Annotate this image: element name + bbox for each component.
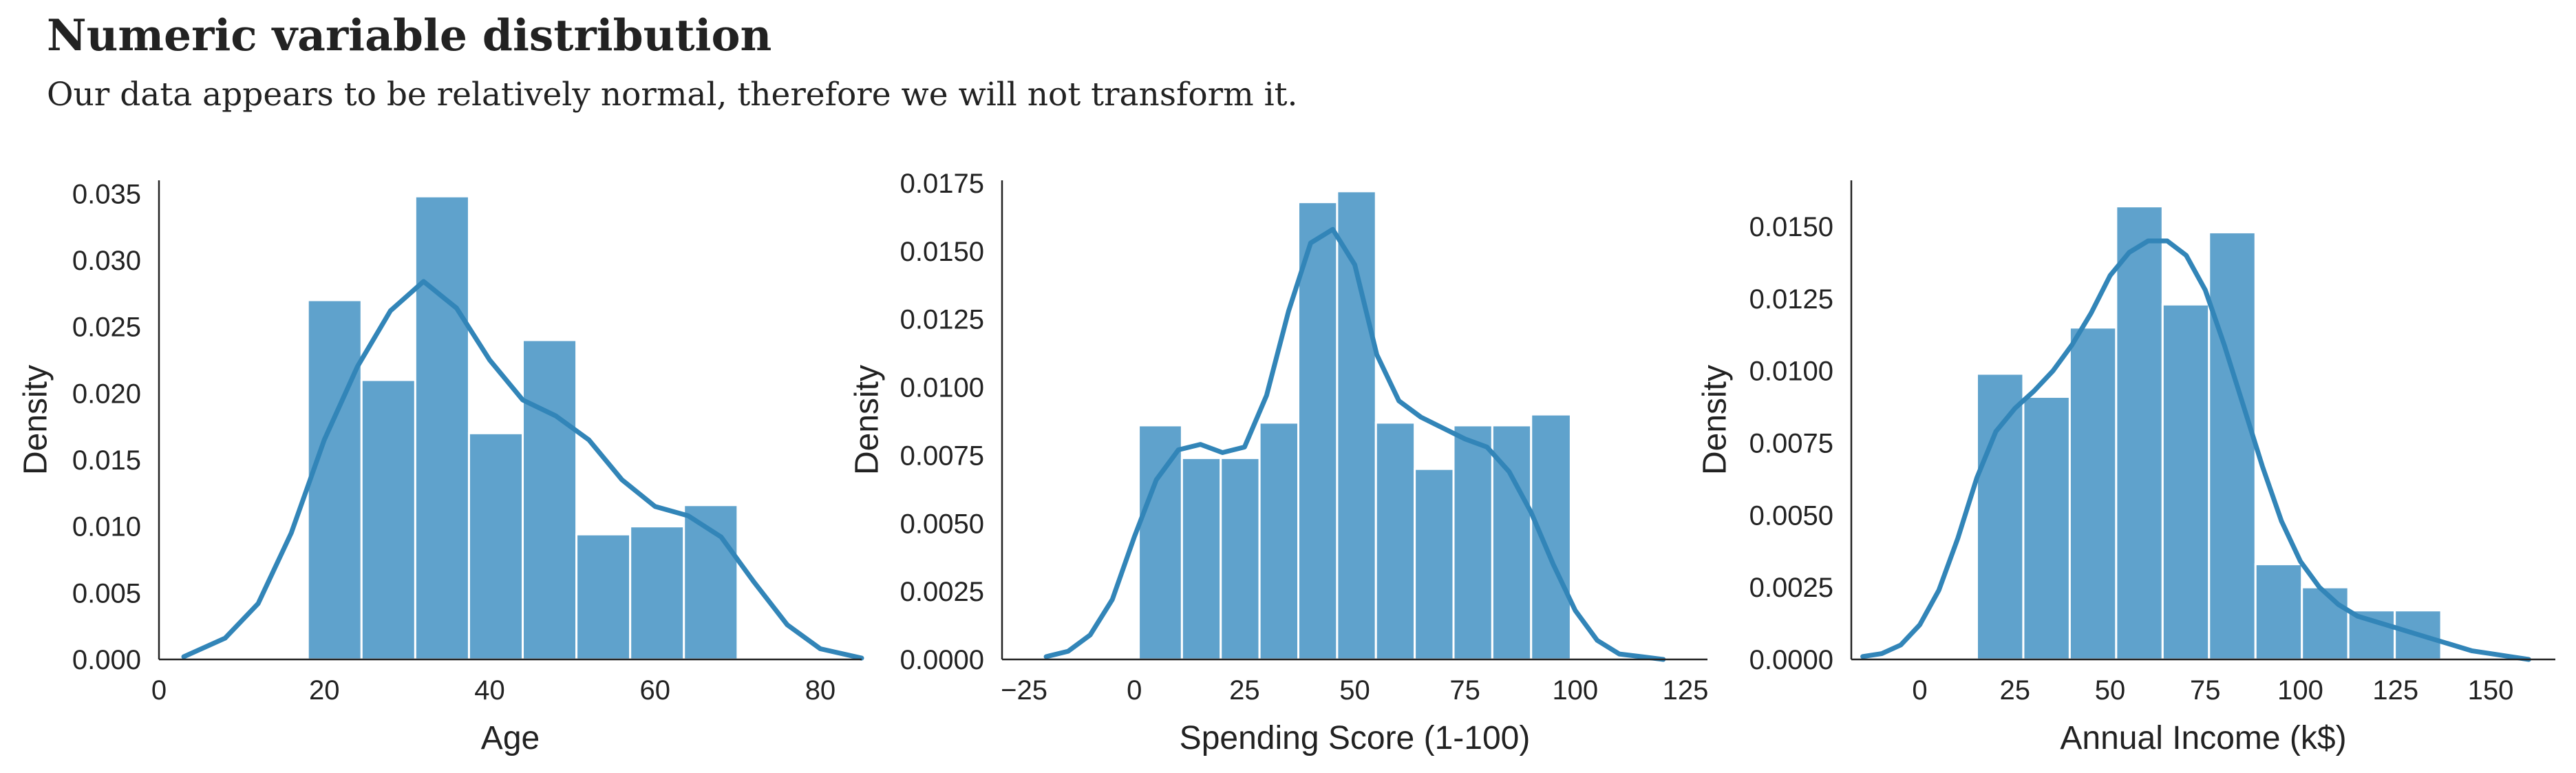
age-y-tick-label-0: 0.000: [72, 645, 141, 675]
age-y-tick-label-7: 0.035: [72, 179, 141, 209]
income-histogram-bar-0: [1975, 372, 2025, 661]
spending-y-tick-label-7: 0.0175: [900, 169, 984, 199]
income-histogram-bar-5: [2208, 231, 2257, 661]
spending-y-tick-label-5: 0.0125: [900, 305, 984, 335]
age-y-tick-label-4: 0.020: [72, 379, 141, 409]
age-x-tick-label-3: 60: [639, 675, 670, 706]
income-histogram-bar-6: [2254, 563, 2303, 661]
spending-histogram-bar-2: [1220, 456, 1261, 661]
spending-histogram-bar-10: [1530, 413, 1572, 661]
spending-histogram-bar-6: [1374, 421, 1416, 661]
income-histogram-bar-7: [2301, 586, 2350, 661]
income-histogram-bar-2: [2068, 326, 2118, 661]
income-x-axis-label: Annual Income (k$): [2060, 720, 2346, 756]
income-x-tick-label-4: 100: [2277, 675, 2323, 706]
spending-y-axis-label: Density: [849, 365, 886, 475]
spending-x-tick-label-4: 75: [1449, 675, 1480, 706]
page-title: Numeric variable distribution: [47, 10, 772, 61]
age-x-tick-label-0: 0: [151, 675, 167, 706]
age-histogram-bar-4: [522, 339, 578, 661]
income-x-tick-label-0: 0: [1912, 675, 1927, 706]
spending-x-axis-label: Spending Score (1-100): [1180, 720, 1531, 756]
income-x-tick-label-1: 25: [2000, 675, 2031, 706]
spending-y-tick-label-3: 0.0075: [900, 441, 984, 471]
age-histogram-bar-5: [575, 533, 632, 661]
spending-y-tick-label-0: 0.0000: [900, 645, 984, 675]
income-y-tick-label-0: 0.0000: [1749, 645, 1833, 675]
spending-x-tick-label-0: −25: [1001, 675, 1047, 706]
age-kde-line: [181, 279, 864, 661]
age-x-tick-label-4: 80: [805, 675, 836, 706]
age-y-tick-label-6: 0.030: [72, 246, 141, 276]
income-histogram-bar-3: [2115, 205, 2164, 661]
age-x-tick-label-1: 20: [309, 675, 340, 706]
spending-histogram-bar-9: [1491, 424, 1533, 661]
income-x-tick-label-5: 125: [2372, 675, 2418, 706]
spending-y-tick-label-6: 0.0150: [900, 237, 984, 267]
age-y-tick-label-5: 0.025: [72, 313, 141, 343]
income-x-tick-label-2: 50: [2095, 675, 2126, 706]
age-histogram-bar-6: [629, 525, 685, 661]
spending-y-tick-label-1: 0.0025: [900, 577, 984, 607]
income-y-tick-label-4: 0.0100: [1749, 357, 1833, 387]
income-histogram-bar-1: [2022, 395, 2071, 661]
income-y-tick-label-6: 0.0150: [1749, 212, 1833, 242]
age-y-axis-label: Density: [18, 365, 54, 475]
income-kde-line: [1860, 238, 2531, 662]
spending-histogram-bar-1: [1180, 456, 1222, 661]
income-histogram-bar-8: [2347, 609, 2396, 661]
income-y-tick-label-1: 0.0025: [1749, 573, 1833, 603]
spending-kde-line: [1043, 226, 1666, 662]
income-x-tick-label-6: 150: [2468, 675, 2514, 706]
spending-x-tick-label-3: 50: [1339, 675, 1370, 706]
spending-y-tick-label-4: 0.0100: [900, 373, 984, 403]
spending-x-tick-label-6: 125: [1663, 675, 1709, 706]
age-x-tick-label-2: 40: [474, 675, 505, 706]
income-x-tick-label-3: 75: [2190, 675, 2221, 706]
income-histogram-bar-4: [2161, 303, 2211, 661]
age-y-tick-label-1: 0.005: [72, 578, 141, 608]
spending-x-tick-label-5: 100: [1552, 675, 1598, 706]
spending-x-tick-label-1: 0: [1127, 675, 1142, 706]
spending-histogram-bar-8: [1452, 424, 1493, 661]
spending-histogram-bar-0: [1138, 424, 1183, 661]
age-y-tick-label-3: 0.015: [72, 445, 141, 476]
spending-y-tick-label-2: 0.0050: [900, 509, 984, 539]
age-histogram-bar-2: [414, 195, 470, 661]
age-y-tick-label-2: 0.010: [72, 512, 141, 542]
income-y-tick-label-3: 0.0075: [1749, 429, 1833, 459]
income-y-tick-label-5: 0.0125: [1749, 284, 1833, 315]
income-y-tick-label-2: 0.0050: [1749, 500, 1833, 531]
spending-x-tick-label-2: 25: [1229, 675, 1260, 706]
age-x-axis-label: Age: [481, 720, 540, 756]
income-y-axis-label: Density: [1697, 365, 1734, 475]
page-subtitle: Our data appears to be relatively normal…: [47, 76, 1298, 114]
